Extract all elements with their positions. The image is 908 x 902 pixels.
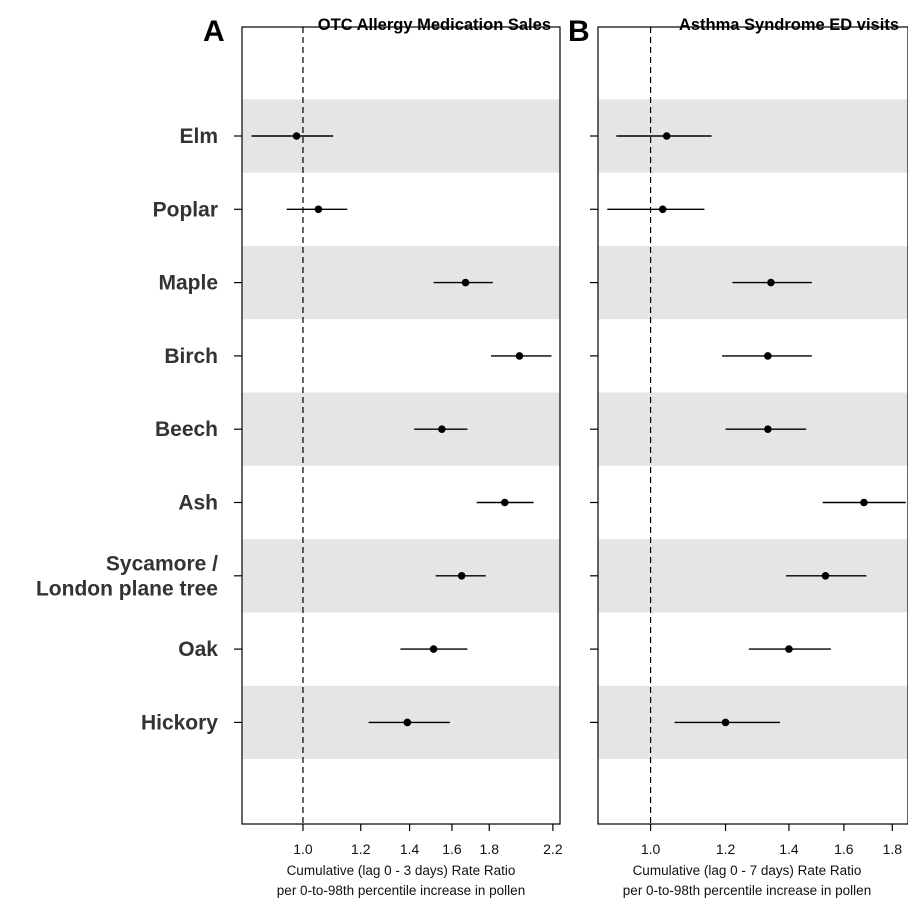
estimate-point-a-birch (515, 352, 524, 360)
x-tick-label-a-5: 2.2 (543, 841, 563, 857)
plot-frame-b (597, 26, 908, 825)
estimate-point-b-ash (860, 498, 868, 507)
category-label-hickory: Hickory (141, 711, 218, 734)
estimate-point-b-oak (785, 645, 793, 653)
x-tick-label-a-1: 1.2 (351, 841, 371, 857)
row-bands-a (242, 99, 560, 759)
estimate-point-a-sycamore-london-plane-tree (457, 572, 466, 580)
estimate-point-a-ash (500, 498, 509, 507)
x-axis-label-b-line-1: Cumulative (lag 0 - 7 days) Rate Ratio (633, 863, 862, 878)
x-tick-label-b-0: 1.0 (641, 841, 661, 857)
panel-b: 1.0 1.2 1.4 1.6 1.8 B Asthma Syndrome ED vis… (568, 15, 908, 898)
estimate-point-a-elm (292, 132, 301, 140)
x-axis-label-b-line-2: per 0-to-98th percentile increase in pol… (623, 883, 871, 898)
panel-title-b: Asthma Syndrome ED visits (679, 16, 899, 34)
estimate-point-a-poplar (314, 205, 323, 214)
x-tick-label-b-2: 1.4 (779, 841, 799, 857)
category-labels: Elm Poplar Maple Birch Beech Ash Sycamore / Lon… (36, 125, 218, 734)
category-label-birch: Birch (164, 345, 218, 368)
row-band-a-beech (242, 392, 560, 466)
x-axis-a: 1.0 1.2 1.4 1.6 1.8 2.2 (293, 824, 563, 857)
estimates-a (251, 132, 552, 727)
estimate-point-b-sycamore-london-plane-tree (821, 572, 830, 580)
x-axis-label-a-line-2: per 0-to-98th percentile increase in pol… (277, 883, 525, 898)
estimates-b (607, 132, 906, 727)
panel-title-a: OTC Allergy Medication Sales (318, 16, 551, 34)
category-label-elm: Elm (179, 125, 218, 148)
estimate-point-a-oak (429, 645, 438, 653)
y-axis-a (234, 135, 242, 724)
estimate-point-b-poplar (658, 205, 667, 214)
category-label-beech: Beech (155, 418, 218, 441)
y-axis-b (590, 135, 598, 724)
x-tick-label-b-1: 1.2 (716, 841, 736, 857)
category-label-maple: Maple (158, 272, 218, 295)
x-tick-label-b-3: 1.6 (834, 841, 854, 857)
x-tick-label-a-4: 1.8 (480, 841, 500, 857)
row-band-a-maple (242, 246, 560, 320)
estimate-point-a-maple (461, 278, 470, 287)
plot-frame-a (241, 26, 561, 825)
panel-letter-b: B (568, 15, 590, 48)
x-tick-label-b-4: 1.8 (883, 841, 903, 857)
estimate-point-b-maple (767, 278, 775, 287)
row-band-a-sycamore-london-plane-tree (242, 539, 560, 613)
estimate-point-b-hickory (721, 718, 730, 727)
x-axis-b: 1.0 1.2 1.4 1.6 1.8 (641, 824, 902, 857)
panel-letter-a: A (203, 15, 225, 48)
category-label-sycamore-london-plane-tree: Sycamore / London plane tree (36, 552, 218, 600)
x-tick-label-a-0: 1.0 (293, 841, 313, 857)
estimate-point-a-beech (438, 425, 446, 434)
x-tick-label-a-2: 1.4 (400, 841, 420, 857)
estimate-point-b-beech (764, 425, 772, 434)
category-label-ash: Ash (178, 492, 218, 515)
x-tick-label-a-3: 1.6 (442, 841, 462, 857)
x-axis-label-a-line-1: Cumulative (lag 0 - 3 days) Rate Ratio (287, 863, 516, 878)
estimate-point-b-birch (764, 352, 772, 360)
estimate-point-b-elm (662, 132, 671, 140)
estimate-point-a-hickory (403, 718, 412, 727)
category-label-oak: Oak (178, 638, 218, 661)
category-label-poplar: Poplar (153, 198, 218, 221)
panel-a: 1.0 1.2 1.4 1.6 1.8 2.2 A OTC Allergy Medicat… (203, 15, 563, 898)
